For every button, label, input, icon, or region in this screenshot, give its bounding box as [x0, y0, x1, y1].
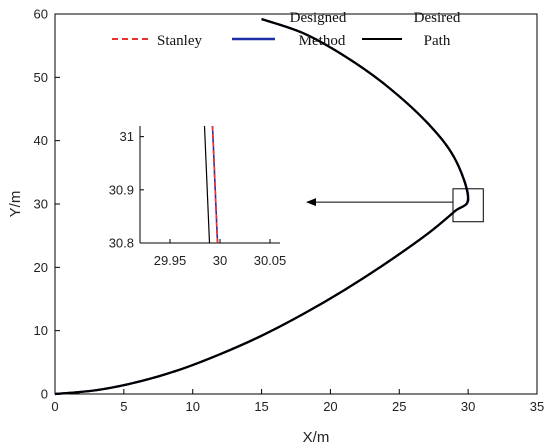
inset-plot: 29.95 30 30.05 30.8 30.9 31 [109, 125, 287, 268]
inset-y-tick-label: 30.8 [109, 236, 134, 251]
y-tick-label: 40 [34, 133, 48, 148]
inset-x-tick-label: 29.95 [154, 253, 187, 268]
inset-x-tick-label: 30.05 [254, 253, 287, 268]
x-tick-label: 0 [51, 399, 58, 414]
inset-x-tick-label: 30 [213, 253, 227, 268]
x-tick-label: 15 [254, 399, 268, 414]
x-tick-label: 30 [461, 399, 475, 414]
legend-label-designed: Designed [290, 10, 347, 26]
zoom-box [452, 188, 484, 223]
inset-y-tick-label: 30.9 [109, 182, 134, 197]
legend-label-method: Method [299, 33, 346, 49]
x-tick-label: 35 [530, 399, 544, 414]
y-tick-label: 50 [34, 70, 48, 85]
legend-label-stanley: Stanley [157, 33, 202, 49]
y-tick-label: 60 [34, 7, 48, 22]
y-tick-label: 10 [34, 323, 48, 338]
y-axis-label: Y/m [7, 191, 24, 218]
y-tick-label: 0 [41, 387, 48, 402]
x-axis-label: X/m [303, 429, 330, 446]
legend-label-path: Path [424, 33, 451, 49]
y-tick-label: 20 [34, 260, 48, 275]
plot-frame [54, 13, 538, 395]
legend: Stanley Designed Method Desired Path [112, 10, 461, 49]
inset-y-tick-label: 31 [120, 129, 134, 144]
x-tick-label: 5 [120, 399, 127, 414]
inset-background [140, 126, 280, 243]
x-tick-label: 20 [323, 399, 337, 414]
x-tick-label: 25 [392, 399, 406, 414]
x-tick-label: 10 [185, 399, 199, 414]
legend-label-desired: Desired [414, 10, 461, 26]
y-tick-label: 30 [34, 197, 48, 212]
inset-line-stanley [211, 125, 219, 244]
series-line-desired-path [54, 18, 470, 396]
inset-line-desired-path [203, 125, 211, 244]
